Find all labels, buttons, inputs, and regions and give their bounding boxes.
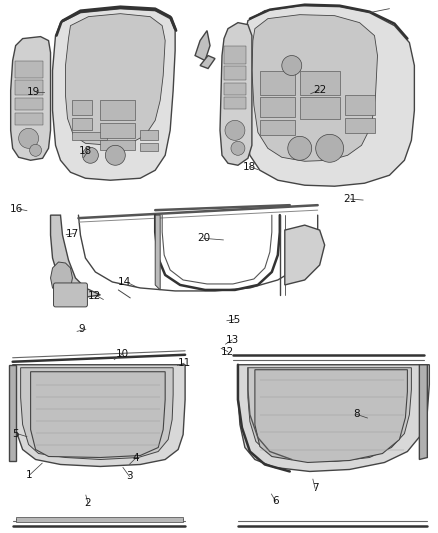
Bar bbox=[260, 120, 295, 135]
Polygon shape bbox=[248, 368, 411, 462]
Text: 17: 17 bbox=[66, 229, 79, 239]
Text: 19: 19 bbox=[27, 87, 40, 97]
Circle shape bbox=[30, 144, 42, 156]
Text: 4: 4 bbox=[133, 453, 139, 463]
Bar bbox=[72, 132, 107, 140]
Polygon shape bbox=[21, 368, 173, 459]
Text: 18: 18 bbox=[243, 161, 256, 172]
Text: 9: 9 bbox=[78, 324, 85, 334]
Circle shape bbox=[106, 146, 125, 165]
Circle shape bbox=[231, 141, 245, 155]
Bar bbox=[100, 100, 135, 120]
Polygon shape bbox=[220, 22, 252, 165]
Text: 18: 18 bbox=[79, 146, 92, 156]
Text: 12: 12 bbox=[221, 346, 234, 357]
Polygon shape bbox=[53, 9, 175, 180]
Text: 16: 16 bbox=[9, 204, 23, 214]
Bar bbox=[72, 100, 92, 116]
Polygon shape bbox=[243, 6, 414, 186]
Circle shape bbox=[282, 55, 302, 76]
Bar bbox=[14, 61, 42, 78]
Bar bbox=[14, 80, 42, 95]
Bar bbox=[72, 118, 92, 131]
Polygon shape bbox=[255, 370, 407, 463]
Bar bbox=[140, 143, 158, 151]
Polygon shape bbox=[9, 365, 16, 462]
Polygon shape bbox=[66, 14, 165, 146]
Bar bbox=[345, 95, 374, 116]
Polygon shape bbox=[50, 215, 100, 298]
Text: 1: 1 bbox=[26, 471, 32, 480]
Bar bbox=[260, 98, 295, 117]
Circle shape bbox=[19, 128, 39, 148]
FancyBboxPatch shape bbox=[53, 283, 88, 307]
Polygon shape bbox=[419, 365, 427, 459]
Polygon shape bbox=[31, 372, 165, 457]
Bar bbox=[100, 140, 135, 150]
Text: 11: 11 bbox=[177, 358, 191, 368]
Bar bbox=[224, 98, 246, 109]
Bar bbox=[14, 114, 42, 125]
Polygon shape bbox=[155, 215, 160, 290]
Circle shape bbox=[288, 136, 312, 160]
Bar bbox=[224, 84, 246, 95]
Text: 13: 13 bbox=[226, 335, 239, 345]
Polygon shape bbox=[200, 55, 215, 69]
Text: 5: 5 bbox=[13, 429, 19, 439]
Text: 8: 8 bbox=[353, 409, 360, 419]
Bar bbox=[140, 131, 158, 140]
Bar bbox=[100, 123, 135, 139]
Text: 22: 22 bbox=[313, 85, 326, 95]
Text: 21: 21 bbox=[343, 194, 357, 204]
Polygon shape bbox=[252, 15, 378, 161]
Polygon shape bbox=[13, 365, 185, 466]
Text: 10: 10 bbox=[116, 349, 129, 359]
Polygon shape bbox=[285, 225, 325, 285]
Bar bbox=[224, 46, 246, 63]
Polygon shape bbox=[50, 262, 72, 293]
Text: 7: 7 bbox=[312, 483, 318, 493]
Text: 6: 6 bbox=[272, 496, 279, 506]
Text: 14: 14 bbox=[118, 278, 131, 287]
Bar bbox=[260, 70, 295, 95]
Text: 20: 20 bbox=[197, 233, 210, 244]
Text: 12: 12 bbox=[88, 290, 101, 301]
Bar bbox=[345, 118, 374, 133]
Bar bbox=[16, 518, 183, 522]
Polygon shape bbox=[11, 37, 50, 160]
Circle shape bbox=[316, 134, 343, 162]
Text: 2: 2 bbox=[85, 498, 92, 508]
Polygon shape bbox=[195, 30, 210, 61]
Bar bbox=[14, 99, 42, 110]
Bar bbox=[300, 98, 339, 119]
Polygon shape bbox=[238, 365, 429, 472]
Text: 3: 3 bbox=[126, 472, 133, 481]
Circle shape bbox=[225, 120, 245, 140]
Circle shape bbox=[82, 147, 99, 163]
Text: 15: 15 bbox=[228, 314, 241, 325]
Bar bbox=[224, 66, 246, 80]
Bar bbox=[300, 70, 339, 95]
